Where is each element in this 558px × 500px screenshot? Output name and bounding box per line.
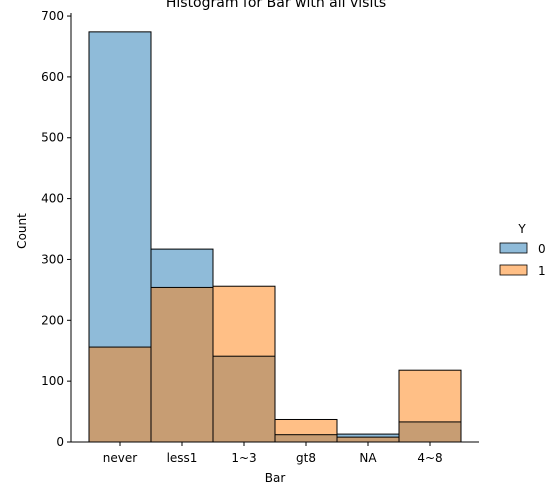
legend-label-1: 1 [538,264,546,278]
y-tick-label: 300 [41,252,64,266]
y-tick-label: 200 [41,313,64,327]
chart-title: Histogram for Bar with all visits [166,0,386,11]
x-tick-label: 1~3 [231,451,256,465]
series-1-bars [89,286,461,442]
legend-label-0: 0 [538,242,546,256]
y-tick-label: 100 [41,374,64,388]
plot-area [88,31,462,443]
y-tick-label: 600 [41,70,64,84]
bar-series-1 [399,370,461,442]
y-tick-label: 0 [56,435,64,449]
bar-series-1 [337,437,399,442]
x-axis-label: Bar [265,471,286,485]
bar-series-1 [213,286,275,442]
bar-series-1 [151,287,213,442]
legend-title: Y [517,222,526,236]
bar-series-1 [89,347,151,442]
x-tick-label: never [103,451,137,465]
x-tick-label: less1 [167,451,198,465]
y-tick-label: 400 [41,192,64,206]
x-tick-label: 4~8 [417,451,442,465]
legend: Y 0 1 [499,222,546,278]
x-ticks: never less1 1~3 gt8 NA 4~8 [103,442,443,465]
legend-swatch-1 [499,264,528,276]
y-tick-label: 700 [41,9,64,23]
legend-swatch-0 [499,242,528,254]
y-ticks: 0 100 200 300 400 500 600 700 [41,9,71,449]
bar-series-1 [275,419,337,442]
x-tick-label: NA [359,451,377,465]
y-tick-label: 500 [41,131,64,145]
y-axis-label: Count [15,213,29,249]
x-tick-label: gt8 [296,451,316,465]
